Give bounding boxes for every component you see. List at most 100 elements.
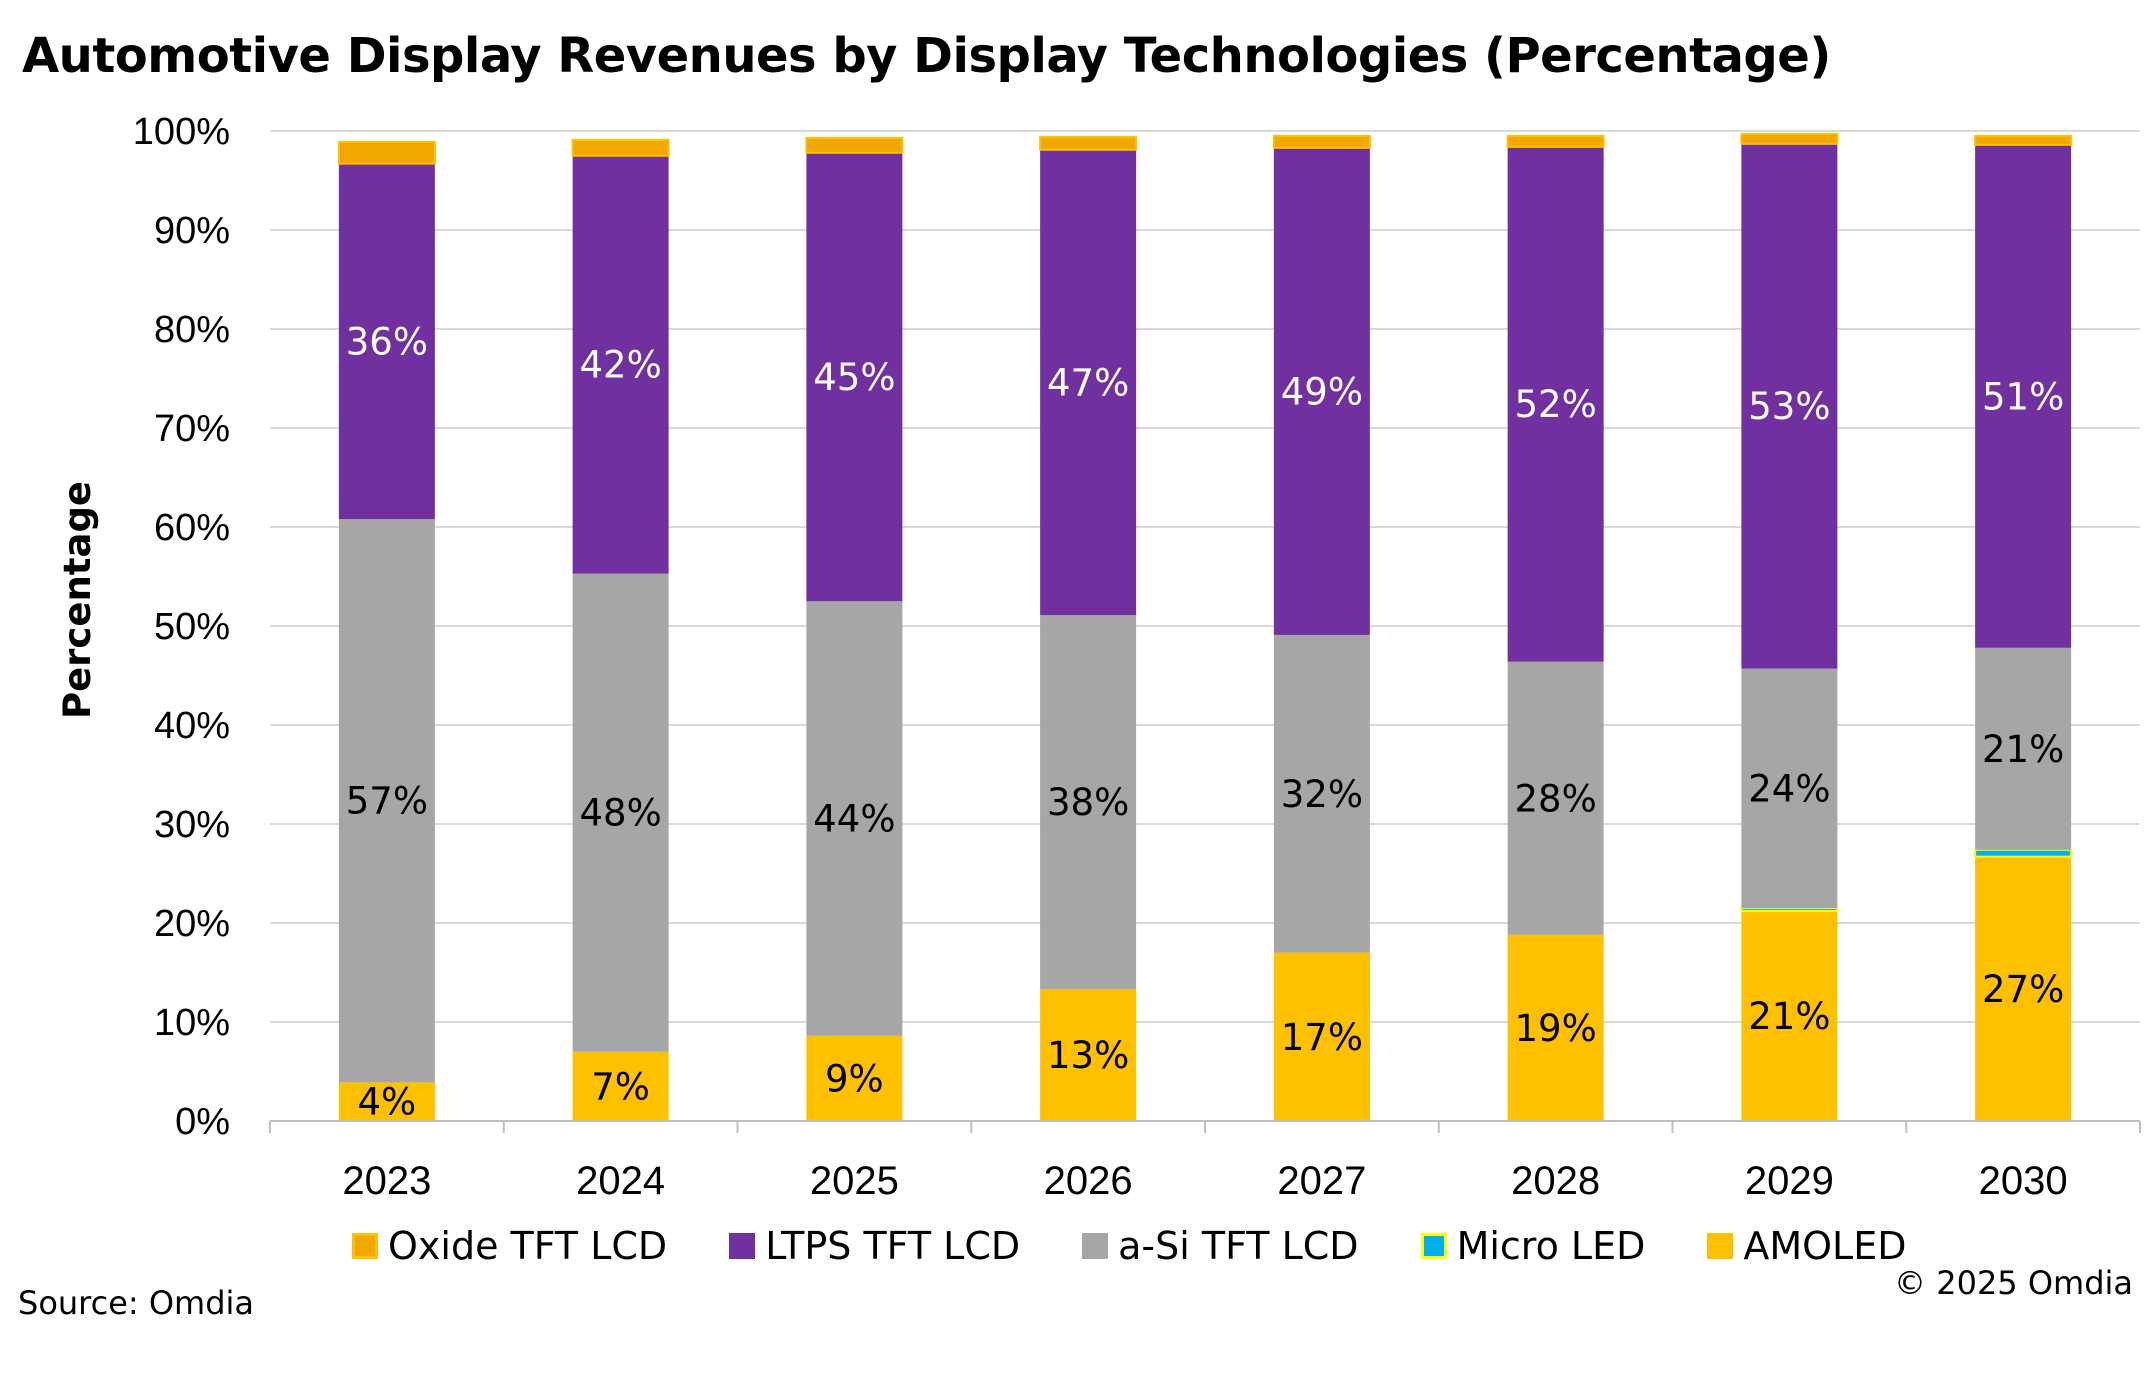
- bar-segment: [338, 519, 435, 1083]
- y-tick-label: 50%: [154, 606, 230, 648]
- bar-segment: [1040, 615, 1137, 990]
- legend-label: LTPS TFT LCD: [765, 1224, 1021, 1268]
- legend-item: Micro LED: [1420, 1224, 1646, 1268]
- data-label: 44%: [813, 798, 895, 841]
- bar-segment: [1273, 952, 1370, 1121]
- data-label: 51%: [1982, 375, 2064, 418]
- bar-segment: [572, 573, 669, 1052]
- data-label: 4%: [358, 1081, 417, 1124]
- data-label: 38%: [1047, 781, 1129, 824]
- copyright-note: © 2025 Omdia: [1894, 1264, 2133, 1302]
- bar-segment: [1039, 135, 1138, 151]
- y-tick-label: 30%: [154, 804, 230, 846]
- bar-segment: [1741, 143, 1838, 669]
- y-tick-label: 10%: [154, 1002, 230, 1044]
- bar-segment: [806, 152, 903, 602]
- bar-segment: [1040, 989, 1137, 1121]
- bar-segment: [1741, 668, 1838, 909]
- data-label: 49%: [1281, 370, 1363, 413]
- y-tick-label: 70%: [154, 408, 230, 450]
- gridlines: [270, 130, 2140, 1023]
- x-tick-label: 2024: [576, 1159, 665, 1203]
- legend-swatch: [1082, 1233, 1109, 1259]
- x-tick-label: 2025: [810, 1159, 899, 1203]
- bar-segment: [338, 1082, 435, 1121]
- x-tick-label: 2023: [342, 1159, 431, 1203]
- legend-swatch: [352, 1233, 378, 1259]
- y-tick-label: 80%: [154, 309, 230, 351]
- data-label: 32%: [1281, 773, 1363, 816]
- legend-label: Oxide TFT LCD: [388, 1224, 668, 1268]
- bar-segment: [1740, 907, 1839, 913]
- bar-segment: [1272, 134, 1371, 149]
- legend-label: a-Si TFT LCD: [1118, 1224, 1359, 1268]
- legend-label: AMOLED: [1743, 1224, 1907, 1268]
- bar-segment: [806, 601, 903, 1036]
- y-tick-labels: 0% 10% 20% 30% 40% 50% 60% 70% 80% 90% 100%: [133, 111, 230, 1143]
- data-label: 7%: [591, 1065, 650, 1108]
- bar-segment: [1974, 134, 2073, 146]
- legend-item: AMOLED: [1707, 1224, 1907, 1268]
- data-label: 9%: [825, 1057, 884, 1100]
- data-label: 27%: [1982, 968, 2064, 1011]
- data-label: 47%: [1047, 361, 1129, 404]
- data-label: 42%: [580, 344, 662, 387]
- bar-segment: [1507, 146, 1604, 662]
- y-tick-label: 60%: [154, 507, 230, 549]
- data-label: 13%: [1047, 1034, 1129, 1077]
- data-label: 21%: [1982, 728, 2064, 771]
- data-label: 45%: [813, 356, 895, 399]
- bar-segment: [1507, 661, 1604, 935]
- data-label: 17%: [1281, 1016, 1363, 1059]
- source-note: Source: Omdia: [18, 1284, 255, 1322]
- bar-segment: [1507, 934, 1604, 1121]
- x-tick-label: 2026: [1044, 1159, 1133, 1203]
- bar-segment: [1974, 848, 2073, 858]
- bar-segment: [1741, 911, 1838, 1121]
- bar-segment: [1740, 132, 1839, 145]
- axes: [269, 1120, 2141, 1133]
- x-tick-label: 2030: [1979, 1159, 2068, 1203]
- bar-segment: [1040, 149, 1137, 616]
- bar-segment: [1506, 134, 1605, 148]
- x-tick-labels: 2023 2024 2025 2026 2027 2028 2029 2030: [342, 1159, 2067, 1203]
- bar-segment: [337, 140, 436, 165]
- y-tick-label: 0%: [175, 1101, 230, 1143]
- bar-segment: [338, 163, 435, 520]
- x-tick-label: 2027: [1277, 1159, 1366, 1203]
- data-label: 21%: [1748, 995, 1830, 1038]
- bar-segment: [1273, 147, 1370, 635]
- data-label: 48%: [580, 792, 662, 835]
- bar-stacks: [337, 132, 2073, 1121]
- legend-swatch: [729, 1233, 756, 1259]
- data-label: 53%: [1748, 385, 1830, 428]
- bar-segment: [1975, 144, 2072, 648]
- y-axis-title: Percentage: [56, 481, 99, 719]
- y-tick-label: 100%: [133, 111, 230, 153]
- bar-segment: [1975, 647, 2072, 850]
- bar-segment: [805, 136, 904, 154]
- bar-segment: [1975, 856, 2072, 1121]
- chart-legend: Oxide TFT LCD LTPS TFT LCD a-Si TFT LCD Mic…: [352, 1224, 1969, 1268]
- data-label: 19%: [1515, 1007, 1597, 1050]
- y-tick-label: 20%: [154, 903, 230, 945]
- legend-item: LTPS TFT LCD: [729, 1224, 1020, 1268]
- legend-swatch: [1707, 1233, 1734, 1259]
- data-label: 52%: [1515, 383, 1597, 426]
- bar-segment: [572, 1051, 669, 1121]
- y-tick-label: 90%: [154, 210, 230, 252]
- y-tick-label: 40%: [154, 705, 230, 747]
- legend-label: Micro LED: [1456, 1224, 1646, 1268]
- legend-item: Oxide TFT LCD: [352, 1224, 667, 1268]
- bar-segment: [806, 1035, 903, 1121]
- data-label: 28%: [1515, 777, 1597, 820]
- bar-segment: [571, 138, 670, 157]
- data-label: 36%: [346, 320, 428, 363]
- chart-title: Automotive Display Revenues by Display T…: [22, 28, 1831, 84]
- x-tick-label: 2029: [1745, 1159, 1834, 1203]
- data-label: 24%: [1748, 767, 1830, 810]
- legend-swatch: [1420, 1233, 1447, 1259]
- bar-segment: [1273, 634, 1370, 953]
- legend-item: a-Si TFT LCD: [1082, 1224, 1359, 1268]
